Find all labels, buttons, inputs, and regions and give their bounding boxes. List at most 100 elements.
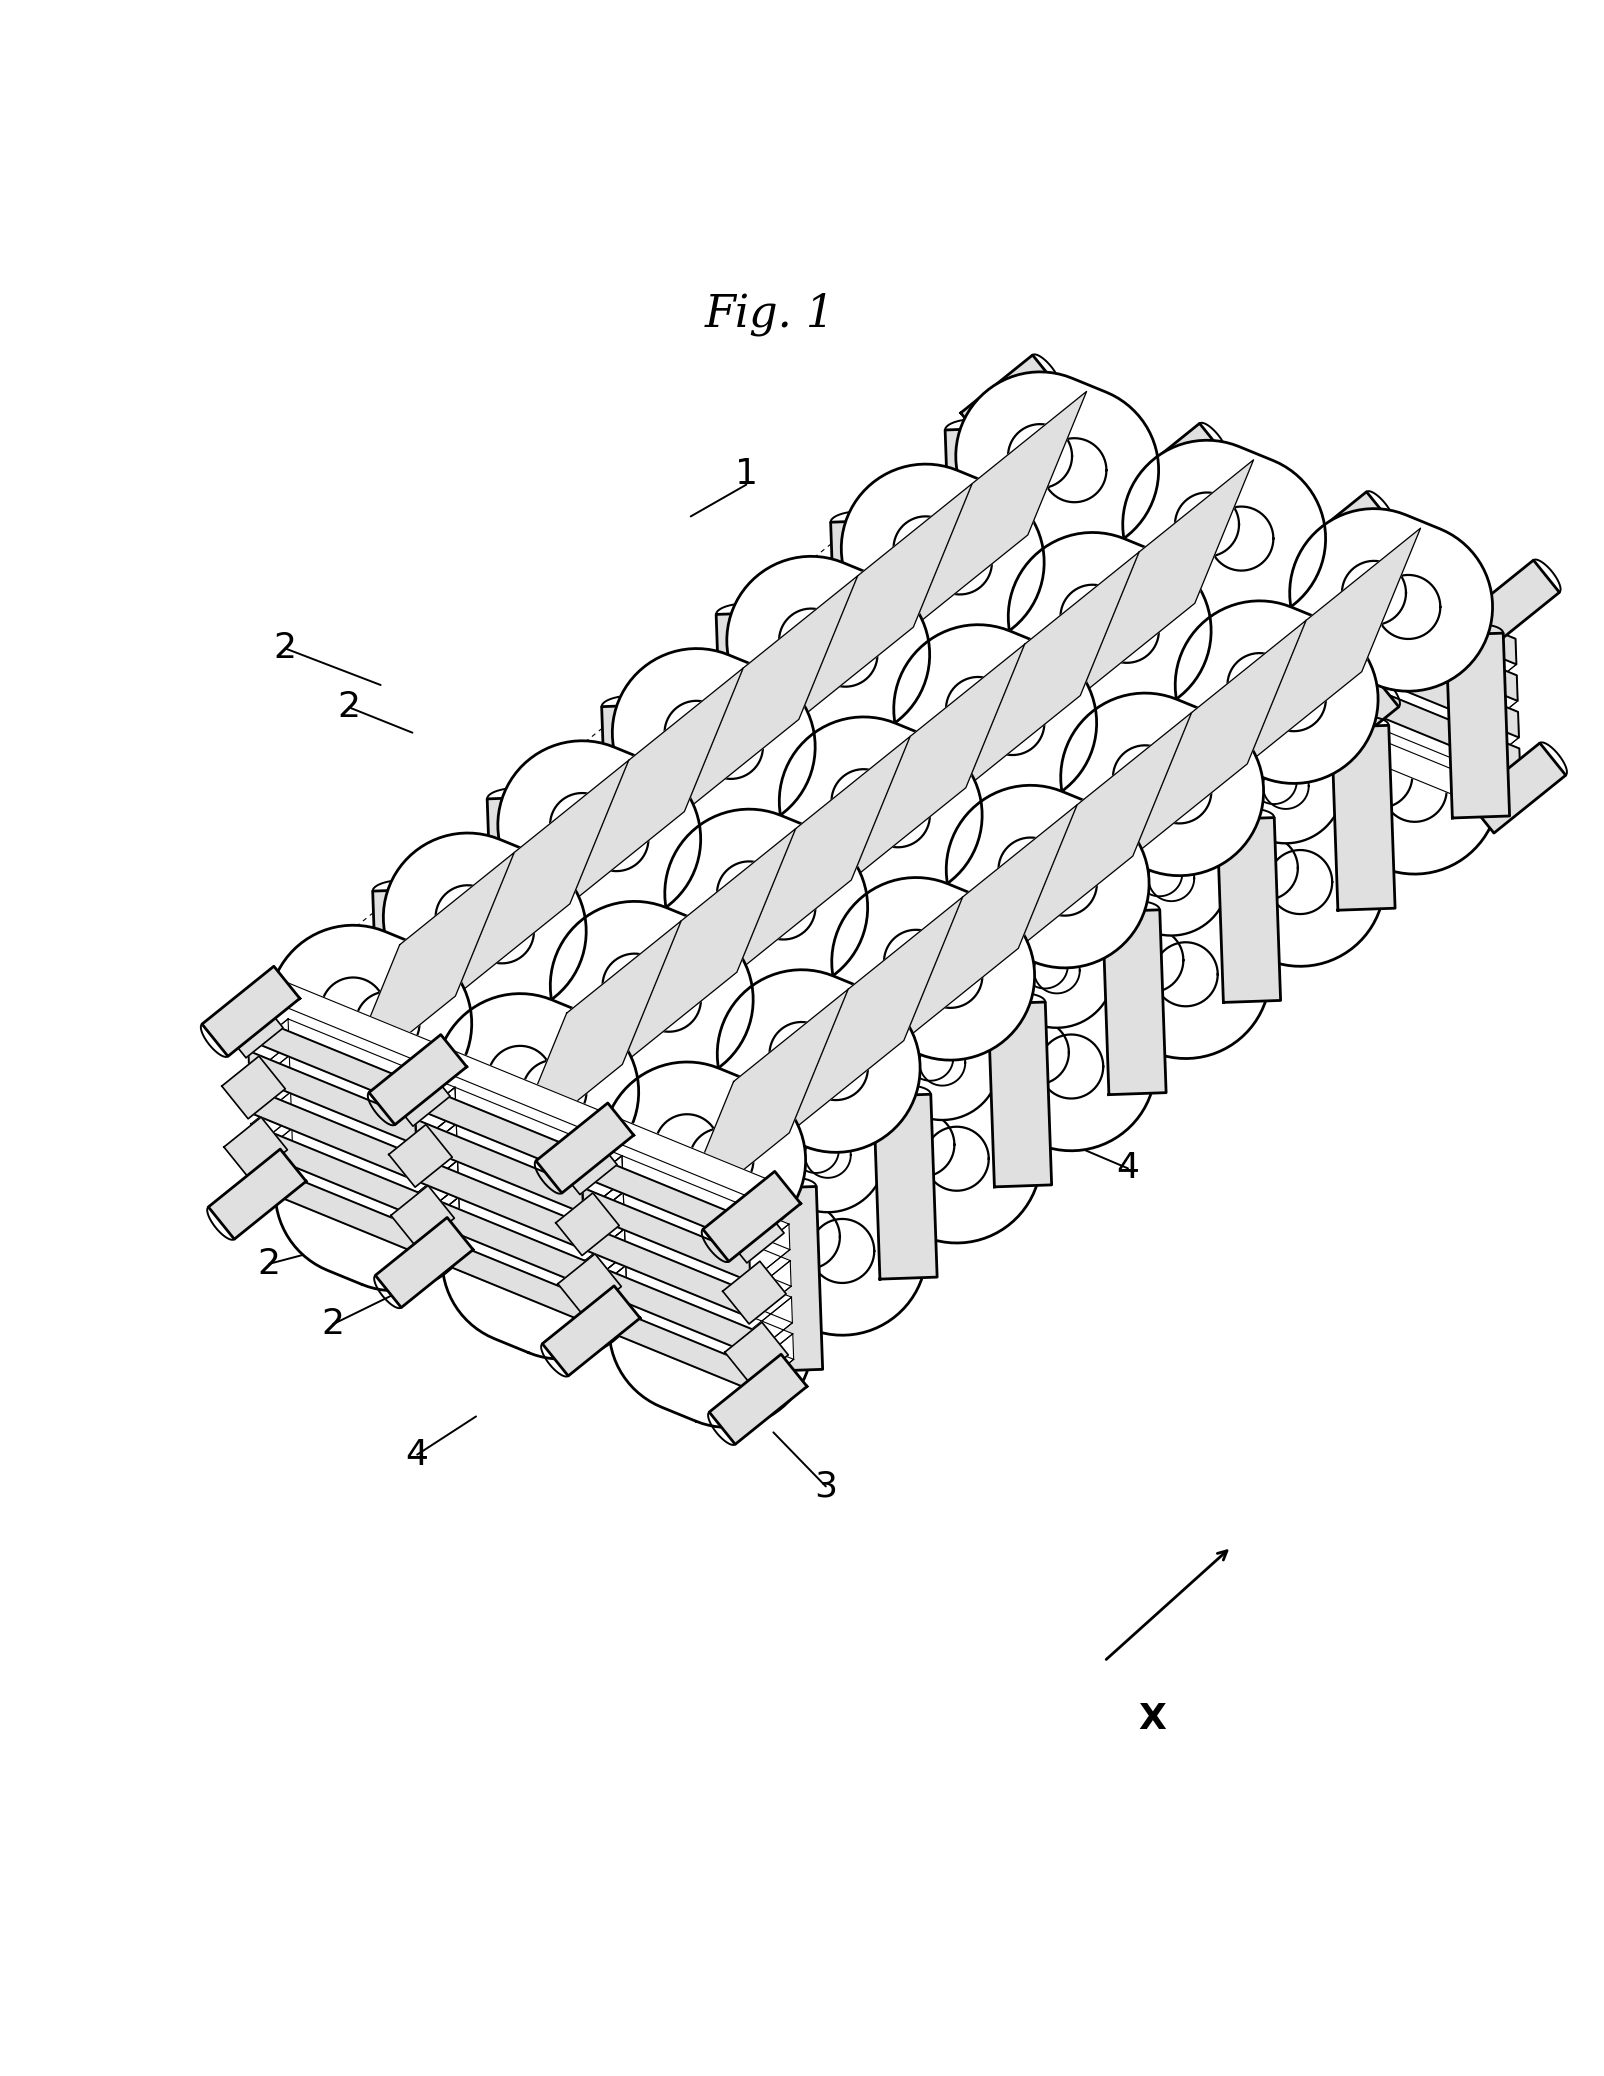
Polygon shape	[539, 957, 603, 1142]
Polygon shape	[1309, 571, 1349, 627]
Text: 2: 2	[974, 675, 996, 708]
Polygon shape	[1017, 507, 1185, 600]
Polygon shape	[1227, 654, 1291, 716]
Polygon shape	[436, 994, 638, 1177]
Polygon shape	[584, 1219, 791, 1318]
Polygon shape	[1312, 681, 1354, 737]
Polygon shape	[249, 1019, 456, 1119]
Polygon shape	[582, 1156, 622, 1212]
Polygon shape	[792, 1127, 839, 1173]
Polygon shape	[557, 1084, 760, 1266]
Polygon shape	[252, 1129, 459, 1229]
Polygon shape	[866, 783, 930, 847]
Polygon shape	[419, 1160, 459, 1219]
Polygon shape	[1383, 758, 1447, 822]
Polygon shape	[1142, 502, 1349, 602]
Polygon shape	[476, 1117, 603, 1235]
Polygon shape	[610, 1246, 812, 1428]
Polygon shape	[1137, 851, 1182, 897]
Text: 2: 2	[321, 1308, 345, 1341]
Polygon shape	[821, 841, 946, 959]
Polygon shape	[953, 967, 1155, 1150]
Polygon shape	[776, 1204, 840, 1268]
Polygon shape	[934, 714, 998, 776]
Polygon shape	[592, 1119, 656, 1304]
Polygon shape	[250, 1082, 457, 1181]
Polygon shape	[1009, 531, 1211, 714]
Polygon shape	[1331, 725, 1395, 909]
Polygon shape	[584, 1192, 791, 1293]
Polygon shape	[1211, 602, 1256, 648]
Polygon shape	[252, 1129, 294, 1185]
Polygon shape	[585, 903, 632, 949]
Polygon shape	[1269, 849, 1333, 913]
Text: 1: 1	[735, 457, 757, 490]
Polygon shape	[802, 714, 849, 760]
Polygon shape	[557, 976, 621, 1040]
Polygon shape	[980, 691, 1044, 756]
Polygon shape	[978, 544, 1019, 600]
Polygon shape	[414, 1050, 454, 1109]
Polygon shape	[1145, 600, 1352, 702]
Polygon shape	[654, 866, 717, 1050]
Polygon shape	[893, 517, 958, 581]
Polygon shape	[967, 538, 1065, 627]
Polygon shape	[903, 805, 1076, 1040]
Polygon shape	[1112, 496, 1176, 681]
Polygon shape	[415, 1119, 584, 1212]
Polygon shape	[249, 1044, 456, 1144]
Polygon shape	[585, 1229, 626, 1287]
Polygon shape	[1049, 656, 1176, 774]
Polygon shape	[1147, 760, 1211, 824]
Polygon shape	[1014, 606, 1078, 671]
Polygon shape	[1347, 534, 1516, 627]
Polygon shape	[873, 1001, 999, 1121]
Polygon shape	[603, 1063, 805, 1246]
Polygon shape	[1014, 397, 1181, 492]
Polygon shape	[1031, 529, 1078, 575]
Polygon shape	[961, 355, 1059, 444]
Polygon shape	[250, 1123, 419, 1219]
Polygon shape	[582, 1187, 751, 1281]
Polygon shape	[419, 1160, 459, 1219]
Polygon shape	[752, 1298, 792, 1356]
Polygon shape	[250, 1055, 456, 1156]
Polygon shape	[356, 992, 420, 1055]
Polygon shape	[804, 1036, 868, 1100]
Polygon shape	[982, 787, 1027, 832]
Polygon shape	[956, 372, 1158, 554]
Polygon shape	[1290, 509, 1493, 691]
Polygon shape	[999, 837, 1062, 901]
Polygon shape	[587, 1291, 794, 1391]
Polygon shape	[966, 552, 1139, 787]
Polygon shape	[523, 1156, 569, 1202]
Polygon shape	[757, 1059, 821, 1123]
Polygon shape	[321, 978, 385, 1042]
Polygon shape	[945, 428, 1009, 612]
Polygon shape	[569, 668, 743, 903]
Polygon shape	[310, 1048, 436, 1167]
Polygon shape	[703, 1171, 800, 1262]
Polygon shape	[1134, 606, 1232, 695]
Polygon shape	[388, 1125, 452, 1187]
Polygon shape	[975, 434, 1015, 492]
Polygon shape	[917, 621, 962, 666]
Polygon shape	[977, 496, 1184, 596]
Polygon shape	[1035, 947, 1079, 994]
Polygon shape	[1296, 691, 1498, 874]
Polygon shape	[900, 808, 1104, 990]
Polygon shape	[1447, 633, 1509, 818]
Polygon shape	[1145, 612, 1352, 712]
Polygon shape	[582, 1156, 622, 1212]
Polygon shape	[1198, 598, 1245, 644]
Polygon shape	[842, 465, 1044, 648]
Polygon shape	[555, 1194, 619, 1256]
Polygon shape	[1182, 785, 1384, 965]
Polygon shape	[1310, 606, 1517, 708]
Polygon shape	[1278, 565, 1343, 749]
Polygon shape	[585, 1266, 792, 1366]
Polygon shape	[654, 772, 780, 891]
Polygon shape	[1312, 681, 1519, 781]
Polygon shape	[1351, 606, 1517, 702]
Polygon shape	[356, 1088, 403, 1133]
